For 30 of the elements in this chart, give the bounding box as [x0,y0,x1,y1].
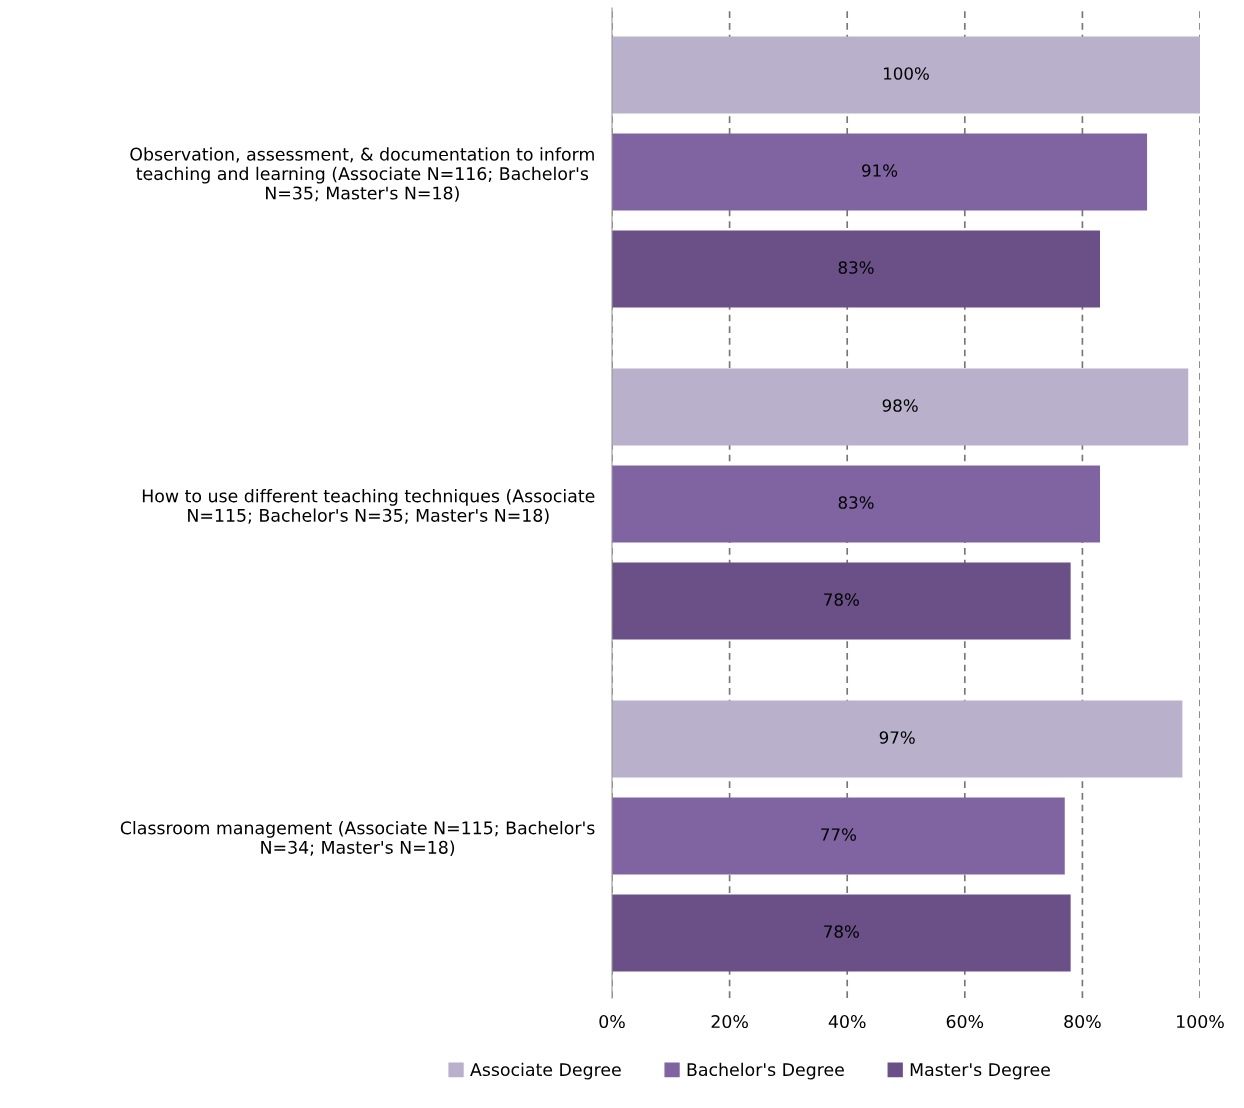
legend-label: Master's Degree [910,1063,1050,1080]
data-label: 78% [824,593,859,606]
bar [612,465,1101,543]
data-label: 78% [824,925,859,938]
data-label: 97% [879,731,915,744]
bar [612,797,1065,875]
x-tick-label: 20% [711,1014,748,1029]
data-label: 98% [882,399,918,412]
bar [612,562,1071,640]
y-tick-label: Observation, assessment, & documentation to inform teaching and learning (Associate N=116; Bachelor's N=35; Master's N=18) [130,147,594,202]
data-label: 83% [838,261,874,274]
x-tick-label: 60% [946,1014,984,1029]
legend-label: Bachelor's Degree [687,1062,844,1080]
y-tick-label: Classroom management (Associate N=115; Bachelor's N=34; Master's N=18) [120,821,595,856]
data-label: 91% [862,164,898,177]
y-tick-label: How to use different teaching techniques (Associate N=115; Bachelor's N=35; Master's N=18) [142,489,595,524]
bar [612,230,1101,308]
x-tick-label: 0% [599,1014,625,1029]
x-tick-label: 40% [828,1014,866,1029]
x-tick-label: 100% [1177,1014,1224,1029]
bar [612,133,1148,211]
bar [612,894,1071,972]
bar [612,36,1200,114]
bar [612,700,1183,778]
bar [612,368,1189,446]
data-label: 77% [821,828,856,841]
data-label: 100% [884,67,929,80]
legend-label: Associate Degree [470,1062,621,1080]
x-tick-label: 80% [1064,1014,1101,1029]
data-label: 83% [838,496,874,509]
